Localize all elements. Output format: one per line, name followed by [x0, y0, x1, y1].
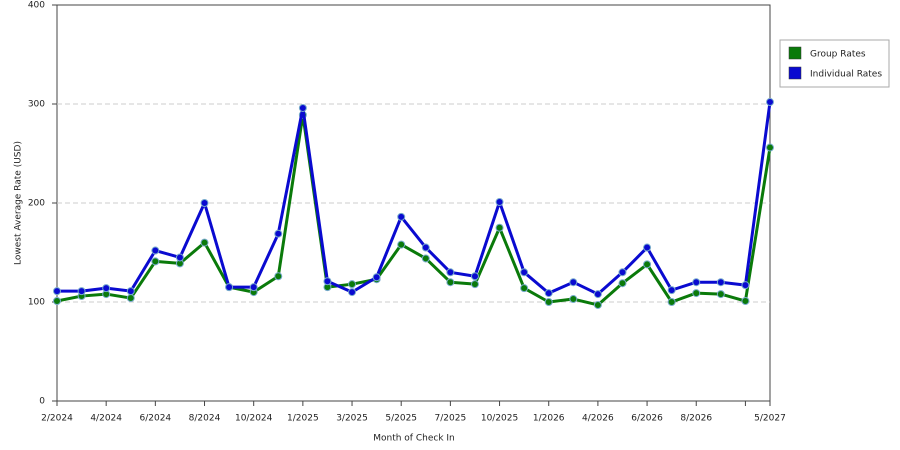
- point: [495, 223, 504, 232]
- y-axis-label: Lowest Average Rate (USD): [14, 141, 24, 265]
- point: [200, 199, 209, 207]
- point: [593, 300, 602, 309]
- point: [741, 281, 750, 290]
- x-tick-label: 10/2024: [235, 414, 273, 424]
- point: [274, 272, 283, 281]
- legend-label: Group Rates: [810, 50, 866, 60]
- point: [716, 278, 725, 287]
- point: [372, 273, 381, 282]
- x-tick-label: 3/2025: [336, 414, 368, 424]
- point: [692, 289, 701, 298]
- point: [692, 278, 701, 287]
- point: [470, 272, 479, 281]
- point: [618, 279, 627, 288]
- point: [421, 243, 430, 252]
- point: [716, 290, 725, 299]
- point: [766, 143, 774, 152]
- point: [348, 280, 357, 289]
- x-tick-label: 7/2025: [435, 414, 467, 424]
- point: [569, 295, 578, 304]
- point: [618, 268, 627, 277]
- point: [643, 260, 652, 269]
- x-tick-label: 2/2024: [41, 414, 73, 424]
- y-tick-label: 100: [28, 298, 45, 308]
- point: [126, 287, 135, 296]
- point: [520, 284, 529, 293]
- point: [274, 229, 283, 238]
- legend-swatch: [788, 66, 802, 80]
- x-tick-label: 10/2025: [481, 414, 518, 424]
- point: [643, 243, 652, 252]
- point: [397, 240, 406, 249]
- point: [421, 254, 430, 263]
- point: [200, 238, 209, 247]
- point: [544, 298, 553, 306]
- x-tick-label: 8/2024: [189, 414, 221, 424]
- x-tick-label: 4/2024: [90, 414, 122, 424]
- x-tick-label: 1/2026: [533, 414, 565, 424]
- point: [53, 297, 61, 306]
- x-tick-label: 5/2027: [754, 414, 786, 424]
- point: [151, 246, 160, 255]
- point: [151, 257, 160, 266]
- y-tick-label: 300: [28, 100, 45, 110]
- y-tick-label: 400: [28, 1, 45, 11]
- point: [298, 103, 307, 112]
- legend-swatch: [788, 46, 802, 60]
- point: [249, 283, 258, 292]
- x-tick-label: 5/2025: [385, 414, 417, 424]
- point: [446, 268, 455, 277]
- point: [323, 277, 332, 286]
- point: [102, 284, 111, 293]
- point: [397, 212, 406, 221]
- y-tick-label: 200: [28, 199, 45, 209]
- x-tick-label: 6/2026: [631, 414, 663, 424]
- legend-label: Individual Rates: [810, 70, 882, 80]
- point: [667, 298, 676, 306]
- point: [520, 268, 529, 277]
- point: [741, 297, 750, 306]
- point: [766, 98, 774, 107]
- point: [495, 198, 504, 207]
- x-axis-label: Month of Check In: [373, 434, 455, 444]
- point: [446, 278, 455, 287]
- point: [470, 280, 479, 289]
- x-tick-label: 1/2025: [287, 414, 319, 424]
- point: [544, 289, 553, 298]
- x-tick-label: 6/2024: [140, 414, 172, 424]
- point: [77, 287, 86, 296]
- x-tick-label: 8/2026: [680, 414, 712, 424]
- series-line: [56, 113, 772, 307]
- point: [53, 287, 61, 296]
- point: [225, 283, 234, 292]
- point: [569, 278, 578, 287]
- point: [593, 290, 602, 299]
- x-tick-label: 4/2026: [582, 414, 614, 424]
- series-line: [57, 101, 772, 296]
- point: [348, 288, 357, 297]
- point: [667, 286, 676, 295]
- point: [175, 253, 184, 262]
- point: [126, 294, 135, 303]
- y-tick-label: 0: [39, 397, 45, 407]
